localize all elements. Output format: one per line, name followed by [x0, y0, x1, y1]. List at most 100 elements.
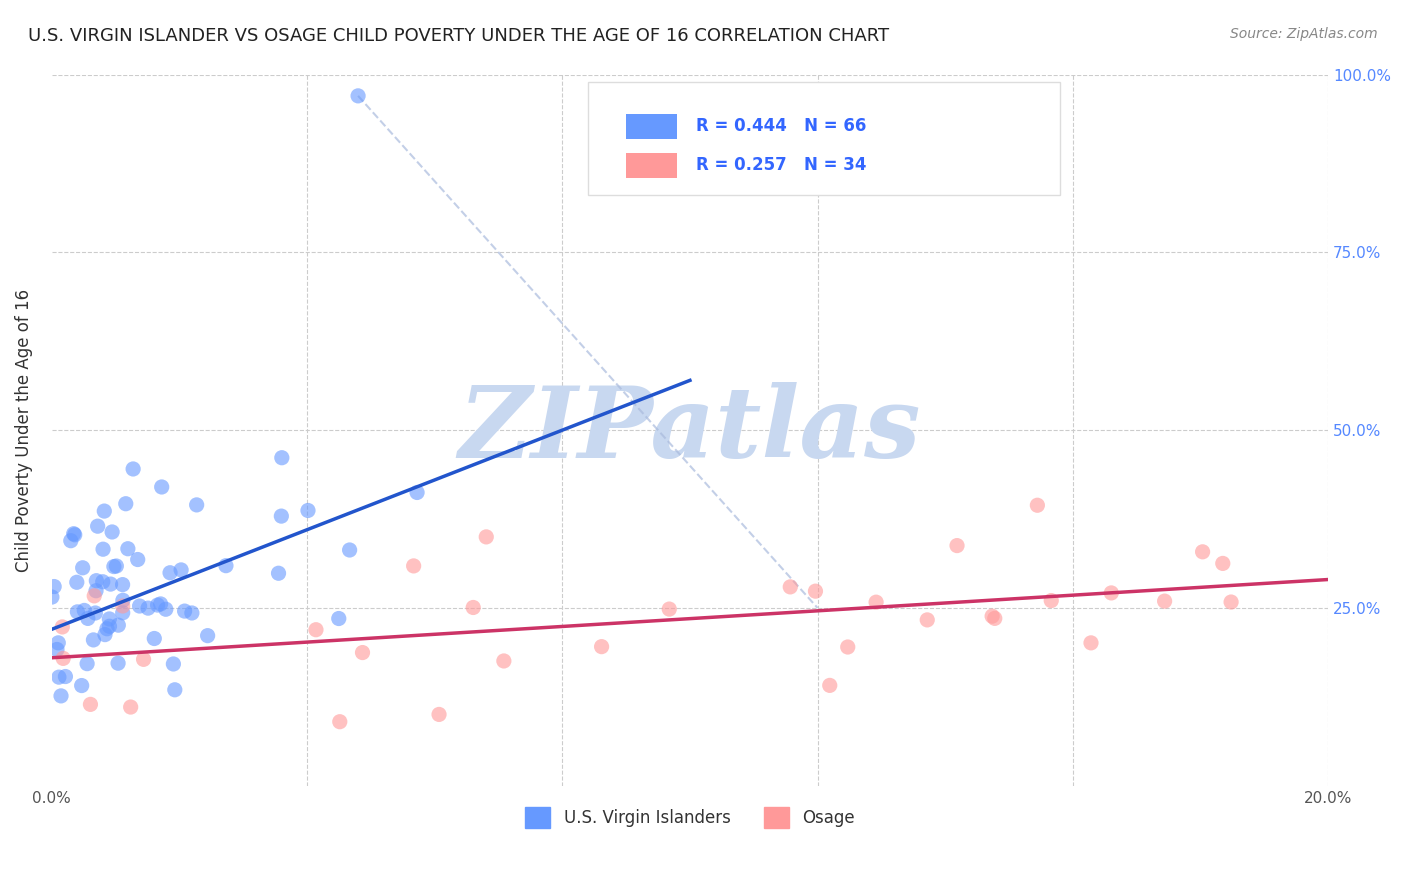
Osage [427, 707, 450, 722]
U.S. Virgin Islanders [162, 657, 184, 671]
U.S. Virgin Islanders [93, 504, 115, 518]
Legend: U.S. Virgin Islanders, Osage: U.S. Virgin Islanders, Osage [519, 801, 862, 834]
U.S. Virgin Islanders [76, 611, 98, 625]
U.S. Virgin Islanders [111, 577, 134, 591]
Osage [352, 646, 374, 660]
Text: R = 0.257   N = 34: R = 0.257 N = 34 [696, 156, 868, 174]
Osage [591, 640, 613, 654]
U.S. Virgin Islanders [101, 524, 124, 539]
U.S. Virgin Islanders [297, 503, 319, 517]
U.S. Virgin Islanders [96, 622, 118, 636]
U.S. Virgin Islanders [267, 566, 290, 581]
Osage [1040, 593, 1063, 607]
U.S. Virgin Islanders [59, 533, 82, 548]
Text: ZIPatlas: ZIPatlas [458, 382, 921, 478]
U.S. Virgin Islanders [128, 599, 150, 613]
FancyBboxPatch shape [626, 113, 678, 138]
Osage [120, 700, 142, 714]
Osage [329, 714, 352, 729]
U.S. Virgin Islanders [66, 605, 89, 619]
Osage [804, 584, 827, 599]
Osage [1212, 557, 1234, 571]
U.S. Virgin Islanders [143, 632, 166, 646]
U.S. Virgin Islanders [41, 590, 63, 604]
U.S. Virgin Islanders [149, 597, 172, 611]
U.S. Virgin Islanders [107, 656, 129, 670]
Osage [915, 613, 938, 627]
Osage [51, 620, 73, 634]
U.S. Virgin Islanders [100, 577, 122, 591]
U.S. Virgin Islanders [127, 552, 149, 566]
U.S. Virgin Islanders [163, 682, 186, 697]
Text: Source: ZipAtlas.com: Source: ZipAtlas.com [1230, 27, 1378, 41]
U.S. Virgin Islanders [46, 642, 69, 657]
U.S. Virgin Islanders [270, 509, 292, 524]
U.S. Virgin Islanders [111, 606, 134, 620]
U.S. Virgin Islanders [49, 689, 72, 703]
U.S. Virgin Islanders [107, 618, 129, 632]
Osage [83, 589, 105, 603]
U.S. Virgin Islanders [122, 462, 145, 476]
Text: U.S. VIRGIN ISLANDER VS OSAGE CHILD POVERTY UNDER THE AGE OF 16 CORRELATION CHAR: U.S. VIRGIN ISLANDER VS OSAGE CHILD POVE… [28, 27, 889, 45]
U.S. Virgin Islanders [48, 670, 70, 684]
FancyBboxPatch shape [626, 153, 678, 178]
Osage [79, 698, 101, 712]
U.S. Virgin Islanders [86, 519, 108, 533]
U.S. Virgin Islanders [46, 636, 69, 650]
U.S. Virgin Islanders [91, 574, 114, 589]
Osage [463, 600, 485, 615]
U.S. Virgin Islanders [91, 542, 114, 557]
U.S. Virgin Islanders [84, 583, 107, 598]
U.S. Virgin Islanders [150, 480, 173, 494]
Y-axis label: Child Poverty Under the Age of 16: Child Poverty Under the Age of 16 [15, 289, 32, 572]
U.S. Virgin Islanders [73, 603, 96, 617]
U.S. Virgin Islanders [215, 558, 238, 573]
U.S. Virgin Islanders [114, 497, 136, 511]
U.S. Virgin Islanders [186, 498, 208, 512]
U.S. Virgin Islanders [117, 541, 139, 556]
U.S. Virgin Islanders [155, 602, 177, 616]
U.S. Virgin Islanders [180, 606, 202, 620]
Osage [1026, 498, 1049, 512]
Text: R = 0.444   N = 66: R = 0.444 N = 66 [696, 118, 866, 136]
Osage [402, 558, 425, 573]
U.S. Virgin Islanders [94, 627, 117, 641]
U.S. Virgin Islanders [55, 669, 77, 683]
Osage [1220, 595, 1243, 609]
U.S. Virgin Islanders [270, 450, 292, 465]
U.S. Virgin Islanders [328, 611, 350, 625]
Osage [865, 595, 887, 609]
Osage [132, 652, 155, 666]
Osage [946, 539, 969, 553]
U.S. Virgin Islanders [62, 526, 84, 541]
FancyBboxPatch shape [588, 82, 1060, 195]
U.S. Virgin Islanders [173, 604, 195, 618]
Osage [837, 640, 859, 654]
U.S. Virgin Islanders [70, 679, 93, 693]
U.S. Virgin Islanders [44, 580, 66, 594]
Osage [658, 602, 681, 616]
Osage [111, 599, 134, 613]
U.S. Virgin Islanders [66, 575, 89, 590]
U.S. Virgin Islanders [84, 606, 107, 620]
Osage [984, 611, 1007, 625]
Osage [492, 654, 515, 668]
U.S. Virgin Islanders [170, 563, 193, 577]
U.S. Virgin Islanders [136, 601, 159, 615]
Osage [1080, 636, 1102, 650]
U.S. Virgin Islanders [63, 528, 86, 542]
Osage [1099, 586, 1122, 600]
Osage [1191, 545, 1213, 559]
U.S. Virgin Islanders [146, 598, 169, 612]
U.S. Virgin Islanders [105, 559, 128, 574]
U.S. Virgin Islanders [98, 612, 121, 626]
U.S. Virgin Islanders [76, 657, 98, 671]
Osage [1153, 594, 1175, 608]
Osage [818, 678, 841, 692]
Osage [52, 651, 75, 665]
U.S. Virgin Islanders [103, 559, 125, 574]
U.S. Virgin Islanders [111, 593, 134, 607]
Osage [305, 623, 328, 637]
U.S. Virgin Islanders [82, 632, 104, 647]
U.S. Virgin Islanders [72, 561, 94, 575]
